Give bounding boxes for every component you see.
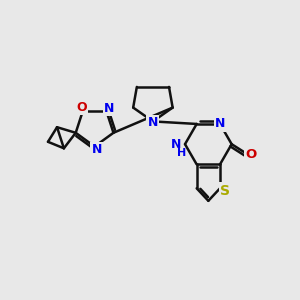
Text: S: S	[220, 184, 230, 198]
Text: N: N	[171, 138, 181, 151]
Text: N: N	[215, 118, 225, 130]
Text: N: N	[148, 116, 158, 129]
Text: O: O	[76, 101, 87, 114]
Text: N: N	[92, 143, 102, 156]
Text: N: N	[104, 102, 114, 115]
Text: H: H	[178, 148, 187, 158]
Text: O: O	[246, 148, 257, 161]
